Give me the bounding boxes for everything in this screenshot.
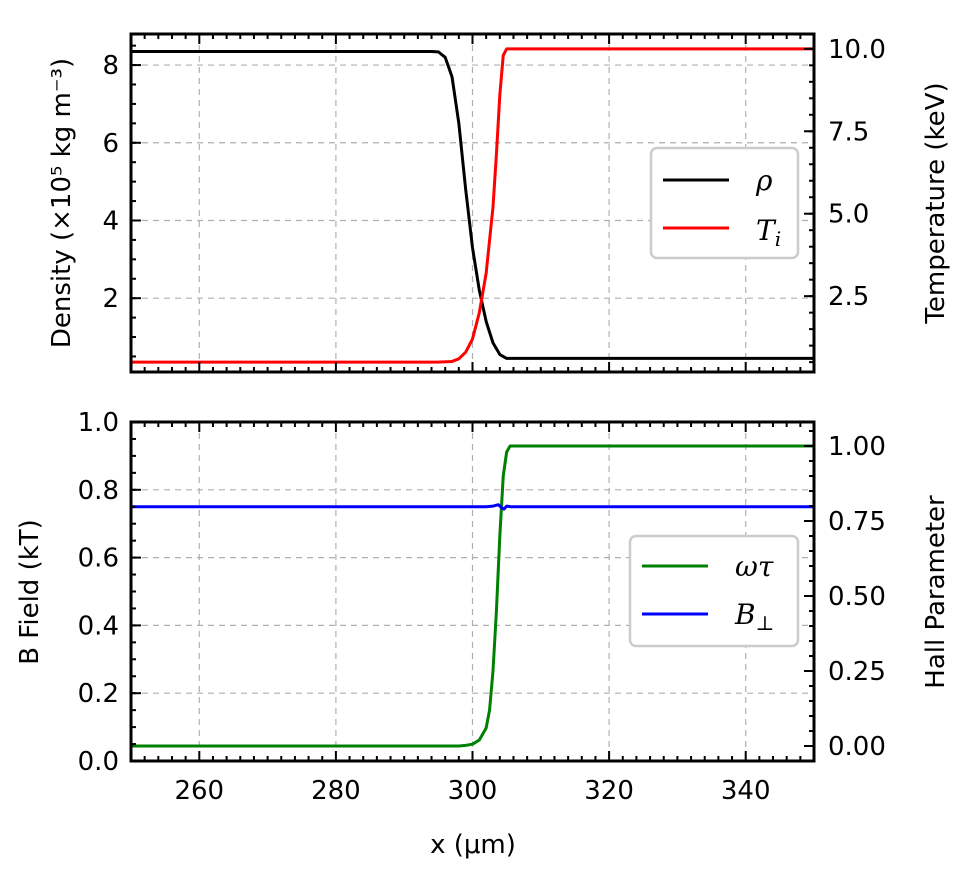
plot-lines [131,444,814,748]
x-axis-label: x (μm) [430,830,516,860]
axis-ticks [130,34,815,372]
y-axis-label-left: B Field (kT) [15,519,45,665]
y2-tick-label: 0.00 [828,732,886,762]
plot-lines [131,47,814,364]
y-tick-label: 0.4 [78,611,119,641]
y2-tick-label: 10.0 [828,35,886,65]
y-tick-label: 6 [102,129,119,159]
y2-tick-label: 1.00 [828,432,886,462]
x-tick-label: 320 [584,776,634,806]
y2-tick-label: 0.50 [828,582,886,612]
series-line [131,444,814,748]
legend-label-rho: ρ [755,164,773,197]
y-tick-label: 0.2 [78,679,119,709]
y-axis-label-right: Temperature (keV) [921,82,951,324]
axis-ticks [130,421,815,762]
y-tick-label: 8 [102,51,119,81]
y2-tick-label: 7.5 [828,117,869,147]
y-axis-label-right: Hall Parameter [921,495,951,689]
x-tick-label: 260 [174,776,224,806]
y-tick-label: 0.6 [78,544,119,574]
y-tick-label: 0.8 [78,476,119,506]
tick-labels: 2 4 6 8 2.5 5.0 7.5 10.0 [102,35,885,314]
y2-tick-label: 0.75 [828,507,886,537]
series-line [131,503,814,511]
y2-tick-label: 0.25 [828,657,886,687]
legend: ρ Ti [649,146,800,260]
legend-box [628,534,800,648]
legend-label-omega-tau: ωτ [735,550,774,583]
y-axis-label-left: Density (×10⁵ kg m⁻³) [47,58,77,348]
y-tick-label: 4 [102,206,119,236]
bfield-hall-plot: 0.0 0.2 0.4 0.6 0.8 1.0 0.00 0.25 0.50 0.75 1.00 26… [15,408,951,860]
series-line [131,49,814,360]
legend: ωτ B⊥ [628,534,800,648]
legend-box [649,146,800,260]
y-tick-label: 0.0 [78,747,119,777]
y2-tick-label: 2.5 [828,282,869,312]
y-tick-label: 2 [102,284,119,314]
y-tick-label: 1.0 [78,408,119,438]
series-line [131,47,814,364]
y2-tick-label: 5.0 [828,200,869,230]
x-tick-label: 300 [448,776,498,806]
x-tick-label: 340 [721,776,771,806]
tick-labels: 0.0 0.2 0.4 0.6 0.8 1.0 0.00 0.25 0.50 0.75 1.00 26… [78,408,886,806]
x-tick-label: 280 [311,776,361,806]
